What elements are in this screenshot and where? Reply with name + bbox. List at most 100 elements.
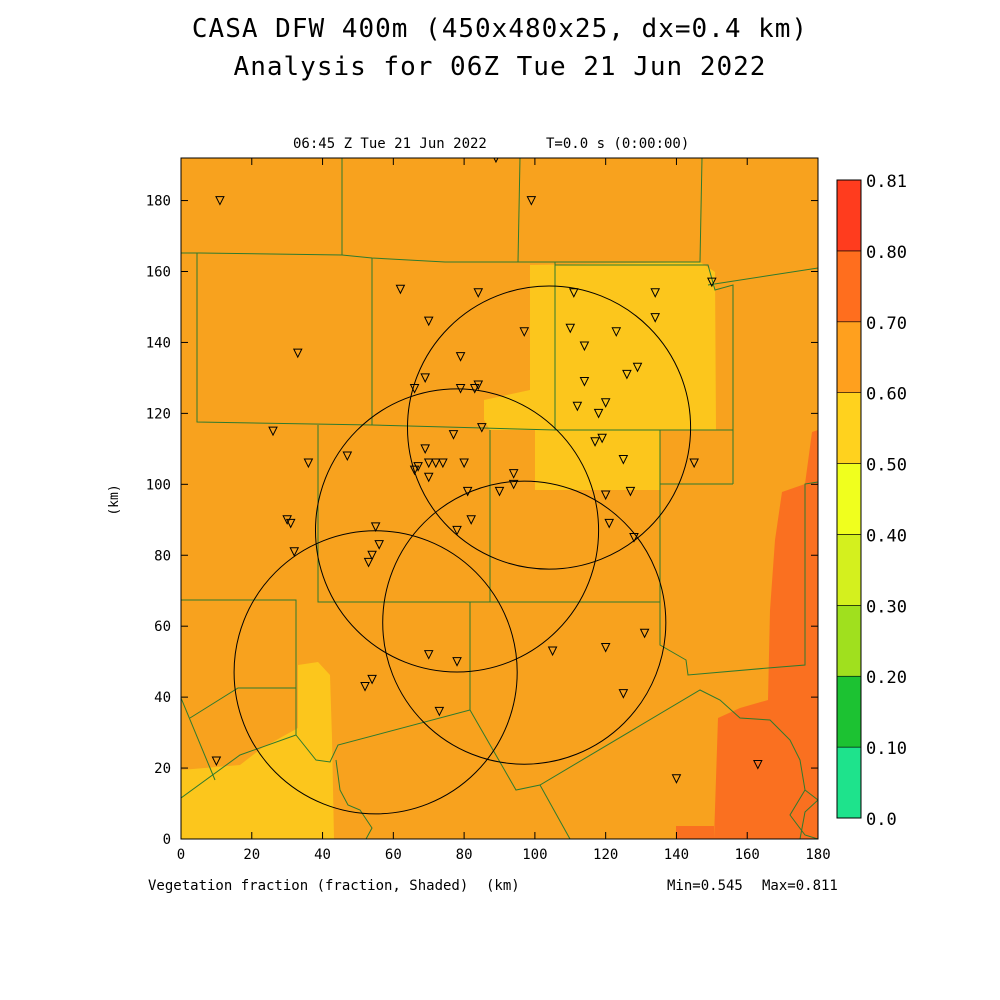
- colorbar-segment: [836, 250, 862, 323]
- station-marker: [508, 479, 519, 490]
- colorbar-label: 0.80: [866, 243, 907, 263]
- station-marker: [593, 408, 604, 419]
- station-marker: [363, 557, 374, 568]
- station-marker: [420, 373, 430, 384]
- station-marker: [469, 384, 480, 394]
- station-marker: [547, 646, 558, 657]
- colorbar-label: 0.50: [866, 456, 907, 476]
- y-tick-label: 0: [163, 832, 171, 848]
- y-tick-label: 20: [154, 761, 171, 777]
- radar-range-circle: [314, 388, 600, 673]
- colorbar-segment: [836, 321, 862, 393]
- county-boundary: [555, 264, 734, 484]
- x-tick-label: 0: [177, 847, 185, 863]
- station-marker: [409, 384, 420, 394]
- station-marker: [569, 288, 579, 298]
- x-tick-label: 80: [456, 847, 473, 863]
- station-marker: [473, 288, 484, 298]
- county-boundary: [659, 430, 818, 676]
- station-marker: [671, 774, 682, 784]
- y-tick-label: 80: [154, 548, 171, 564]
- station-marker: [367, 550, 377, 561]
- y-tick-label: 120: [146, 406, 171, 422]
- colorbar-label: 0.20: [866, 668, 907, 688]
- min-value-label: Min=0.545: [667, 878, 743, 894]
- station-marker: [303, 458, 314, 469]
- station-marker: [526, 196, 537, 206]
- station-marker: [420, 444, 430, 454]
- station-marker: [211, 756, 222, 767]
- y-tick-label: 60: [154, 619, 171, 635]
- station-marker: [448, 430, 459, 440]
- x-tick-label: 40: [314, 847, 331, 863]
- station-marker: [625, 486, 636, 497]
- station-marker: [395, 284, 406, 295]
- county-boundary: [189, 687, 296, 719]
- station-marker: [611, 327, 622, 337]
- x-tick-label: 120: [593, 847, 618, 863]
- station-marker: [565, 323, 576, 334]
- colorbar-label: 0.60: [866, 385, 907, 405]
- station-marker: [600, 642, 611, 653]
- county-boundary: [707, 267, 818, 286]
- county-boundary: [469, 689, 818, 801]
- county-boundary: [799, 799, 818, 839]
- station-marker: [438, 458, 448, 469]
- station-marker: [572, 401, 583, 412]
- colorbar-segment: [836, 179, 862, 252]
- colorbar-label: 0.10: [866, 739, 907, 759]
- station-marker: [650, 313, 661, 323]
- station-marker: [604, 518, 615, 529]
- station-marker: [707, 277, 717, 288]
- y-tick-label: 100: [146, 477, 171, 493]
- county-boundary: [196, 253, 733, 431]
- county-boundary: [181, 697, 216, 781]
- station-marker: [367, 674, 377, 685]
- county-boundary: [181, 158, 703, 263]
- colorbar-segment: [836, 463, 862, 535]
- station-marker: [423, 650, 434, 660]
- station-marker: [459, 458, 469, 469]
- county-boundary: [789, 789, 818, 839]
- station-marker: [753, 760, 763, 770]
- x-axis-label: (km): [486, 878, 520, 894]
- x-tick-label: 60: [385, 847, 402, 863]
- colorbar-segment: [836, 746, 862, 819]
- station-marker: [462, 486, 473, 497]
- x-tick-label: 160: [735, 847, 760, 863]
- station-marker: [455, 352, 466, 362]
- station-marker: [434, 706, 445, 717]
- station-marker: [600, 398, 611, 408]
- station-marker: [600, 490, 611, 501]
- station-marker: [590, 437, 600, 447]
- colorbar-label: 0.40: [866, 526, 907, 546]
- station-markers: [211, 158, 763, 784]
- x-tick-label: 20: [243, 847, 260, 863]
- field-darkorange-east: [714, 430, 818, 839]
- colorbar-segment: [836, 534, 862, 606]
- colorbar-label: 0.0: [866, 810, 897, 830]
- station-marker: [632, 362, 643, 373]
- colorbar-frame: [836, 179, 862, 819]
- y-tick-label: 140: [146, 335, 171, 351]
- station-marker: [452, 657, 462, 667]
- county-boundaries: [181, 158, 818, 839]
- colorbar-segment: [836, 392, 862, 464]
- x-tick-label: 140: [664, 847, 689, 863]
- station-marker: [519, 327, 530, 337]
- station-marker: [455, 384, 466, 394]
- colorbar-label: 0.81: [866, 172, 907, 192]
- radar-range-circle: [406, 285, 692, 570]
- colorbar-label: 0.30: [866, 597, 907, 617]
- station-marker: [618, 454, 629, 465]
- station-marker: [360, 681, 370, 692]
- station-marker: [289, 547, 300, 557]
- station-marker: [342, 451, 353, 462]
- map-title: CASA DFW 400m (450x480x25, dx=0.4 km): [191, 14, 809, 44]
- colorbar: 0.0 0.10 0.20 0.30 0.40 0.50 0.60 0.70 0.80 0.81: [836, 172, 907, 830]
- station-marker: [494, 486, 505, 497]
- station-marker: [597, 433, 607, 444]
- map-subtitle: Analysis for 06Z Tue 21 Jun 2022: [233, 52, 767, 82]
- station-marker: [639, 628, 650, 639]
- station-marker: [215, 196, 225, 206]
